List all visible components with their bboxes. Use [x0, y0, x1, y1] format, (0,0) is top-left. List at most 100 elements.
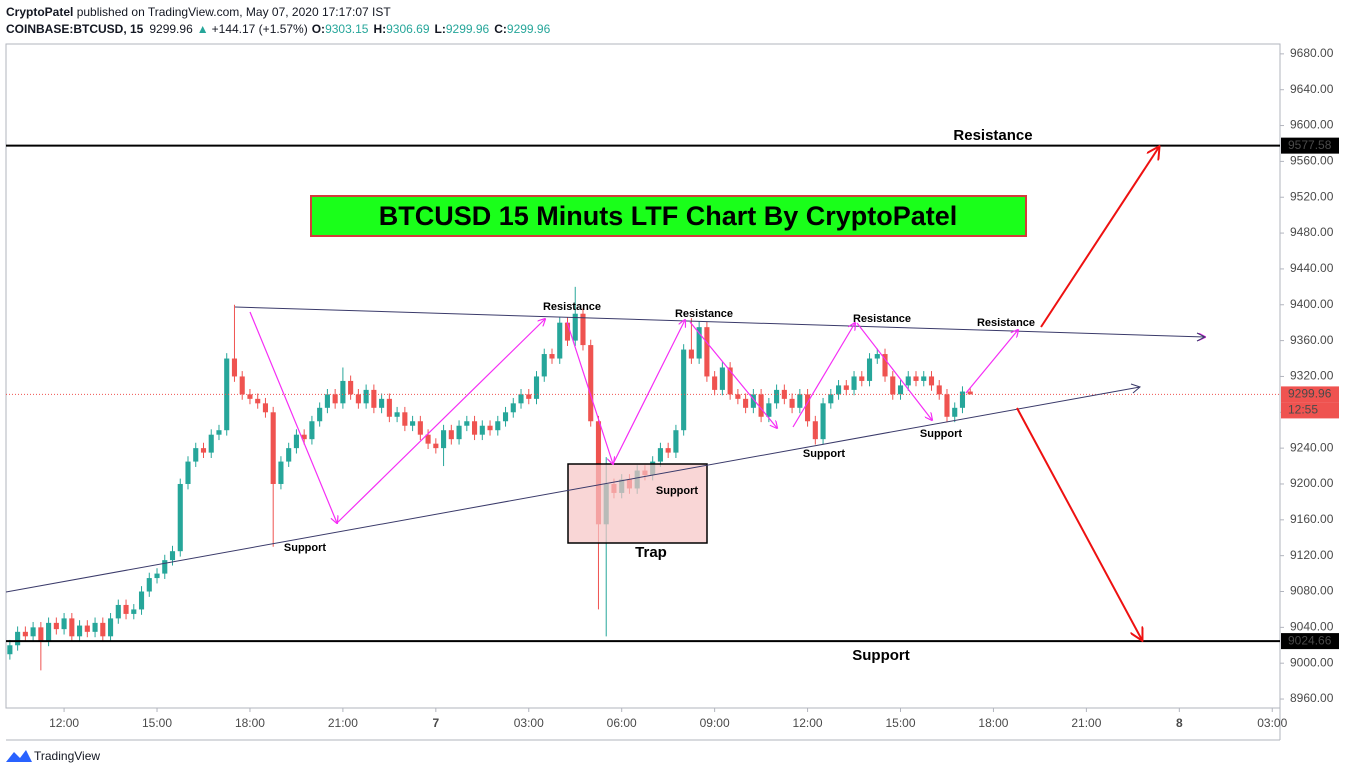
countdown-tag — [1281, 402, 1339, 419]
trap-box — [567, 463, 708, 544]
path-arrow — [792, 323, 855, 428]
candle-body — [278, 461, 284, 484]
candle-body — [471, 421, 478, 435]
x-tick-label: 18:00 — [978, 716, 1008, 730]
candle-body — [688, 349, 694, 359]
candle-body — [564, 322, 571, 341]
x-tick-label: 21:00 — [328, 716, 358, 730]
annotation: Support — [284, 542, 326, 554]
x-tick-label: 15:00 — [885, 716, 915, 730]
candle-body — [255, 398, 261, 404]
candle-body — [7, 645, 13, 655]
axes: 8960.00 9000.00 9040.00 9080.00 9120.00 9160.… — [49, 46, 1339, 730]
candle-body — [750, 394, 756, 408]
y-tick-label: 9360.00 — [1290, 333, 1334, 347]
candle-body — [727, 367, 733, 395]
y-tick-label: 9160.00 — [1290, 512, 1334, 526]
candle-body — [743, 398, 749, 408]
candle-body — [154, 573, 160, 579]
candle-body — [882, 354, 888, 377]
candle-body — [789, 398, 795, 408]
candle-body — [332, 394, 338, 404]
candle-body — [487, 425, 493, 431]
candle-body — [712, 376, 718, 390]
candle-body — [812, 421, 818, 440]
annotation: Resistance — [675, 308, 733, 320]
y-tick-label: 9680.00 — [1290, 46, 1334, 60]
annotation: Resistance — [977, 317, 1035, 329]
ohlc-label: H: — [373, 22, 386, 36]
path-arrow — [566, 321, 613, 464]
y-tick-label: 8960.00 — [1290, 691, 1334, 705]
candle-body — [379, 398, 385, 408]
candle-body — [944, 394, 950, 417]
candle-body — [100, 622, 106, 637]
annotation: Resistance — [543, 301, 601, 313]
change-arrow: ▲ — [197, 22, 209, 36]
trendline-head — [1130, 383, 1141, 394]
candle-body — [348, 380, 354, 395]
candle-body — [859, 376, 865, 381]
candle-body — [317, 407, 323, 422]
y-tick-label: 9440.00 — [1290, 261, 1334, 275]
candle-body — [828, 394, 834, 404]
x-tick-label: 7 — [432, 716, 439, 730]
candle-body — [53, 622, 59, 630]
chart-title: BTCUSD 15 Minuts LTF Chart By CryptoPate… — [379, 201, 958, 231]
candle-body — [456, 425, 462, 440]
annotation: Support — [920, 428, 962, 440]
candle-body — [673, 430, 679, 453]
candle-body — [541, 354, 547, 377]
candle-body — [270, 412, 276, 484]
candle-body — [510, 403, 516, 413]
candle-body — [905, 376, 911, 386]
candle-body — [502, 412, 509, 422]
candle-body — [340, 380, 346, 404]
candle-body — [781, 389, 787, 399]
candle-body — [77, 625, 83, 637]
candle-body — [107, 618, 114, 637]
x-tick-label: 12:00 — [49, 716, 79, 730]
y-tick-label: 9080.00 — [1290, 584, 1334, 598]
candle-body — [479, 425, 485, 435]
candle-body — [588, 345, 594, 422]
y-tick-label: 9320.00 — [1290, 369, 1334, 383]
y-tick-label: 9200.00 — [1290, 476, 1334, 490]
candle-body — [177, 483, 183, 552]
symbol: COINBASE:BTCUSD, 15 — [6, 22, 144, 36]
y-tick-label: 9120.00 — [1290, 548, 1334, 562]
path-arrow — [249, 311, 337, 523]
x-tick-label: 09:00 — [700, 716, 730, 730]
candle-body — [394, 412, 400, 417]
candle-body — [324, 394, 330, 408]
candle-body — [657, 448, 663, 462]
candle-body — [580, 313, 586, 346]
candle-body — [84, 625, 90, 632]
candle-body — [913, 376, 919, 381]
candle-body — [15, 631, 21, 646]
candle-body — [309, 421, 315, 440]
last-price-tag — [1281, 386, 1339, 403]
candle-body — [921, 376, 927, 381]
x-tick-label: 03:00 — [1257, 716, 1287, 730]
candle-body — [518, 394, 524, 404]
candle-body — [495, 421, 501, 431]
annotation: Support — [852, 647, 910, 664]
candle-body — [572, 313, 578, 341]
x-tick-label: 06:00 — [607, 716, 637, 730]
candle-body — [286, 448, 292, 462]
candle-body — [890, 376, 896, 395]
target-arrow — [1016, 407, 1142, 640]
candle-body — [874, 354, 880, 359]
level-label: 9577.58 — [1288, 138, 1332, 152]
candle-body — [866, 358, 873, 381]
candle-body — [293, 434, 299, 449]
y-tick-label: 9400.00 — [1290, 297, 1334, 311]
change: +144.17 (+1.57%) — [212, 22, 308, 36]
candle-body — [131, 609, 137, 614]
candle-body — [92, 622, 98, 632]
candle-body — [897, 385, 904, 395]
trendline-head — [1196, 332, 1207, 342]
path-arrow — [336, 319, 545, 524]
candle-body — [696, 327, 702, 359]
